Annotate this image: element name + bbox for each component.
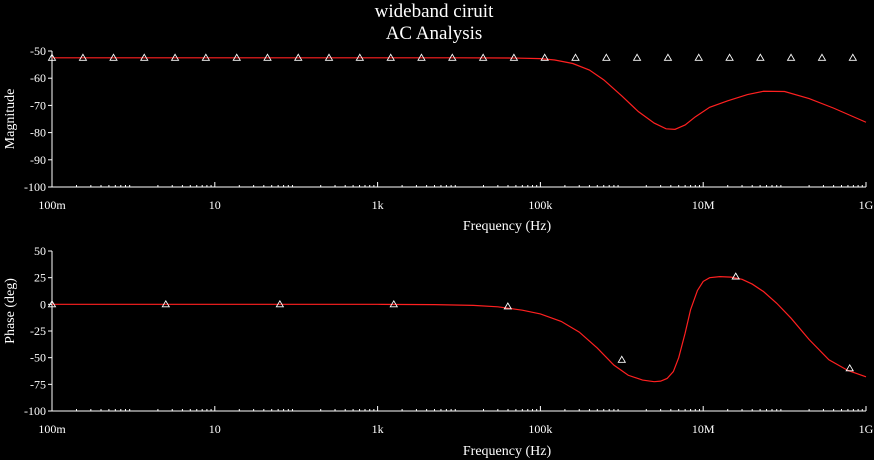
data-point-marker [263,53,272,61]
data-point-marker [602,53,611,61]
data-point-marker [47,299,57,308]
data-point-marker [161,299,171,308]
series-line [52,57,867,130]
x-tick-label: 10 [209,422,221,436]
data-point-marker [47,53,57,61]
data-point-marker [848,53,858,61]
y-tick-label: -50 [30,351,46,365]
data-point-marker [293,53,303,61]
chart-subtitle: AC Analysis [386,23,483,44]
chart-title: wideband ciruit [375,1,494,22]
y-tick-label: -75 [30,377,46,391]
data-point-marker [386,53,396,61]
x-tick-label: 10M [692,198,715,212]
y-tick-label: -100 [24,180,46,194]
x-tick-label: 1G [859,422,874,436]
y-tick-label: -60 [30,71,46,85]
y-axis-label: Phase (deg) [3,278,18,344]
x-tick-label: 1k [372,198,384,212]
data-point-marker [109,53,118,61]
data-point-marker [617,355,627,363]
data-point-marker [663,53,673,61]
x-tick-label: 10M [692,422,715,436]
x-tick-label: 100k [528,198,552,212]
x-tick-label: 1G [859,198,874,212]
x-tick-label: 100m [38,422,66,436]
y-tick-label: -100 [24,404,46,418]
data-point-marker [78,53,88,61]
data-point-marker [509,53,519,61]
data-point-marker [275,299,285,308]
y-tick-label: 25 [34,271,46,285]
y-tick-label: 0 [40,297,46,311]
x-axis-label: Frequency (Hz) [463,444,552,459]
data-point-marker [694,53,704,61]
data-point-marker [817,53,827,61]
data-point-marker [448,53,457,61]
data-point-marker [389,299,399,308]
data-point-marker [786,53,796,61]
y-tick-label: 50 [34,244,46,258]
magnitude-panel: 100m 10 1k 100k 10M 1G -50 -60 -70 -80 -90 -100 Freq… [3,44,874,234]
data-point-marker [355,53,365,61]
data-point-marker [540,53,550,61]
y-tick-label: -50 [30,44,46,58]
data-point-marker [201,53,211,61]
data-point-marker [756,53,765,61]
y-axis-label: Magnitude [3,89,18,150]
data-point-marker [845,363,855,372]
data-point-marker [571,53,580,61]
series-line [52,275,867,383]
x-axis-label: Frequency (Hz) [463,219,552,234]
data-point-marker [478,53,488,61]
y-tick-label: -90 [30,153,46,167]
data-point-marker [139,53,149,61]
data-point-marker [731,272,741,280]
y-tick-label: -25 [30,324,46,338]
data-point-marker [417,53,426,61]
data-point-marker [170,53,180,61]
x-tick-label: 100k [528,422,552,436]
phase-panel: 100m 10 1k 100k 10M 1G 50 25 0 -25 -50 -75 -100 Frequ… [3,244,874,459]
data-point-marker [632,53,642,61]
data-point-marker [725,53,734,61]
y-tick-label: -80 [30,126,46,140]
x-tick-label: 1k [372,422,384,436]
data-point-marker [503,302,513,310]
y-tick-label: -70 [30,98,46,112]
x-tick-label: 10 [209,198,221,212]
x-tick-label: 100m [38,198,66,212]
data-point-marker [232,53,242,61]
data-point-marker [324,53,334,61]
